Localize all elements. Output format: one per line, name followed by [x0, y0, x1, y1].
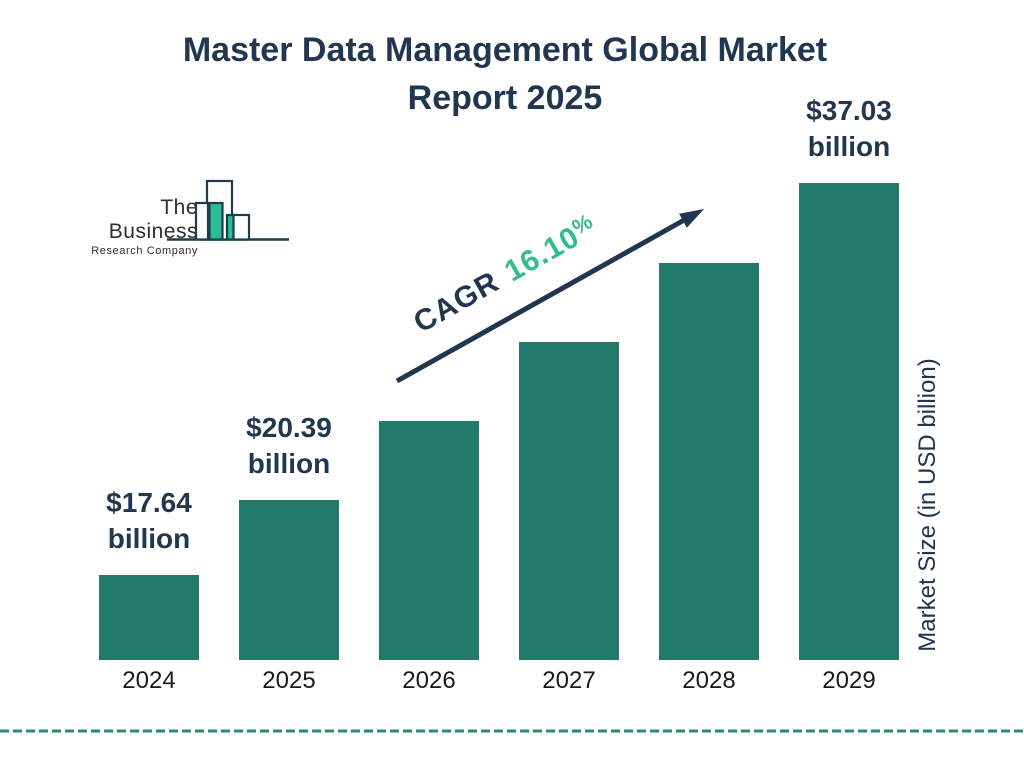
x-tick-2028: 2028	[682, 667, 736, 694]
value-unit: billion	[247, 448, 331, 479]
bar-2024	[99, 575, 199, 660]
company-logo-icon	[167, 179, 289, 241]
page-title-line1: Master Data Management Global Market	[182, 31, 828, 69]
x-tick-2026: 2026	[402, 667, 456, 694]
company-name: The Business	[108, 196, 198, 243]
company-logo-text: The Business Research Company	[70, 196, 198, 257]
y-axis-label: Market Size (in USD billion)	[914, 358, 941, 652]
x-tick-2029: 2029	[822, 667, 876, 694]
value-label-2029: $37.03 billion	[779, 93, 919, 165]
x-tick-2027: 2027	[542, 667, 596, 694]
page-title-line2: Report 2025	[407, 79, 603, 117]
page-title: Master Data Management Global Market Rep…	[0, 26, 1010, 122]
x-tick-2024: 2024	[122, 667, 176, 694]
bar-2028	[659, 263, 759, 660]
value-amount: $37.03	[806, 95, 892, 126]
bar-2027	[519, 342, 619, 660]
value-unit: billion	[107, 523, 191, 554]
value-amount: $20.39	[246, 412, 332, 443]
bar-2029	[799, 183, 899, 660]
company-subname: Research Company	[91, 245, 198, 257]
value-unit: billion	[807, 131, 891, 162]
bar-2025	[239, 500, 339, 660]
value-amount: $17.64	[106, 487, 192, 518]
bar-2026	[379, 421, 479, 660]
value-label-2025: $20.39 billion	[219, 410, 359, 482]
x-tick-2025: 2025	[262, 667, 316, 694]
value-label-2024: $17.64 billion	[79, 485, 219, 557]
